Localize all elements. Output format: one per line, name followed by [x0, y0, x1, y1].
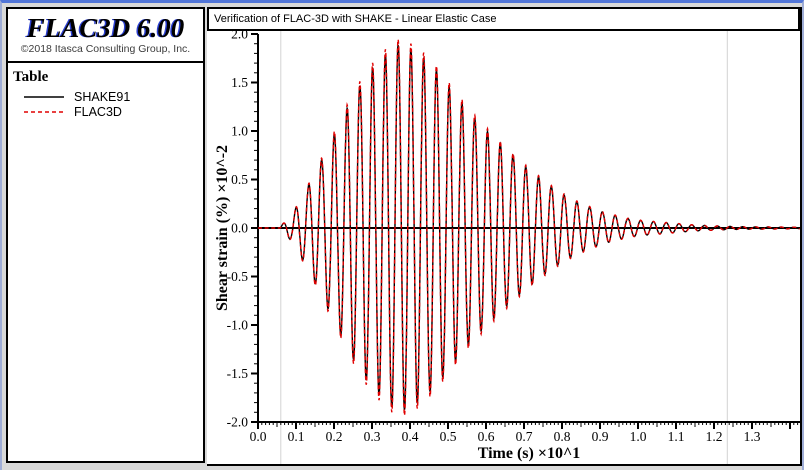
plot-sidebar: FLAC3D 6.00 ©2018 Itasca Consulting Grou…: [6, 7, 205, 463]
svg-text:0.3: 0.3: [364, 429, 381, 444]
svg-text:1.3: 1.3: [744, 429, 761, 444]
svg-text:0.6: 0.6: [478, 429, 495, 444]
plot-titlebar: Verification of FLAC-3D with SHAKE - Lin…: [207, 7, 800, 31]
svg-text:1.2: 1.2: [706, 429, 723, 444]
legend-label: FLAC3D: [74, 104, 122, 119]
chart-area[interactable]: 0.0 0.1 0.2 0.3 0.4 0.5 0.6 0.7 0.8 0.9 1.0 1.1 1.2 1…: [207, 31, 800, 464]
series-flac3d: [258, 39, 800, 416]
svg-text:0.7: 0.7: [516, 429, 533, 444]
svg-text:1.0: 1.0: [231, 124, 248, 139]
copyright-text: ©2018 Itasca Consulting Group, Inc.: [20, 43, 191, 55]
svg-text:-1.5: -1.5: [227, 366, 249, 381]
solid-line-swatch: [24, 95, 64, 98]
legend: SHAKE91 FLAC3D: [8, 89, 203, 119]
svg-text:-0.5: -0.5: [227, 269, 249, 284]
svg-text:0.2: 0.2: [326, 429, 343, 444]
svg-text:1.1: 1.1: [668, 429, 685, 444]
svg-text:-2.0: -2.0: [227, 415, 249, 430]
svg-text:Time (s) ×10^1: Time (s) ×10^1: [478, 445, 581, 462]
dashed-line-swatch: [24, 110, 64, 113]
shear-strain-chart: 0.0 0.1 0.2 0.3 0.4 0.5 0.6 0.7 0.8 0.9 1.0 1.1 1.2 1…: [214, 31, 800, 464]
legend-label: SHAKE91: [74, 89, 131, 104]
svg-text:0.1: 0.1: [288, 429, 305, 444]
svg-text:0.4: 0.4: [402, 429, 419, 444]
legend-item-flac3d: FLAC3D: [24, 104, 203, 119]
plot-title: Verification of FLAC-3D with SHAKE - Lin…: [214, 13, 497, 25]
legend-item-shake91: SHAKE91: [24, 89, 203, 104]
svg-text:0.9: 0.9: [592, 429, 609, 444]
svg-text:-1.0: -1.0: [227, 318, 249, 333]
plot-view: Verification of FLAC-3D with SHAKE - Lin…: [207, 7, 802, 466]
svg-text:0.0: 0.0: [231, 221, 248, 236]
svg-text:0.8: 0.8: [554, 429, 571, 444]
svg-text:1.5: 1.5: [231, 75, 248, 90]
svg-text:0.5: 0.5: [231, 172, 248, 187]
svg-text:2.0: 2.0: [231, 31, 248, 42]
flac3d-logo: FLAC3D 6.00: [26, 13, 185, 43]
svg-text:1.0: 1.0: [630, 429, 647, 444]
svg-text:0.5: 0.5: [440, 429, 457, 444]
legend-title: Table: [13, 69, 49, 85]
svg-text:0.0: 0.0: [250, 429, 267, 444]
svg-text:Shear strain (%) ×10^-2: Shear strain (%) ×10^-2: [214, 145, 231, 311]
sidebar-divider: [8, 61, 203, 63]
